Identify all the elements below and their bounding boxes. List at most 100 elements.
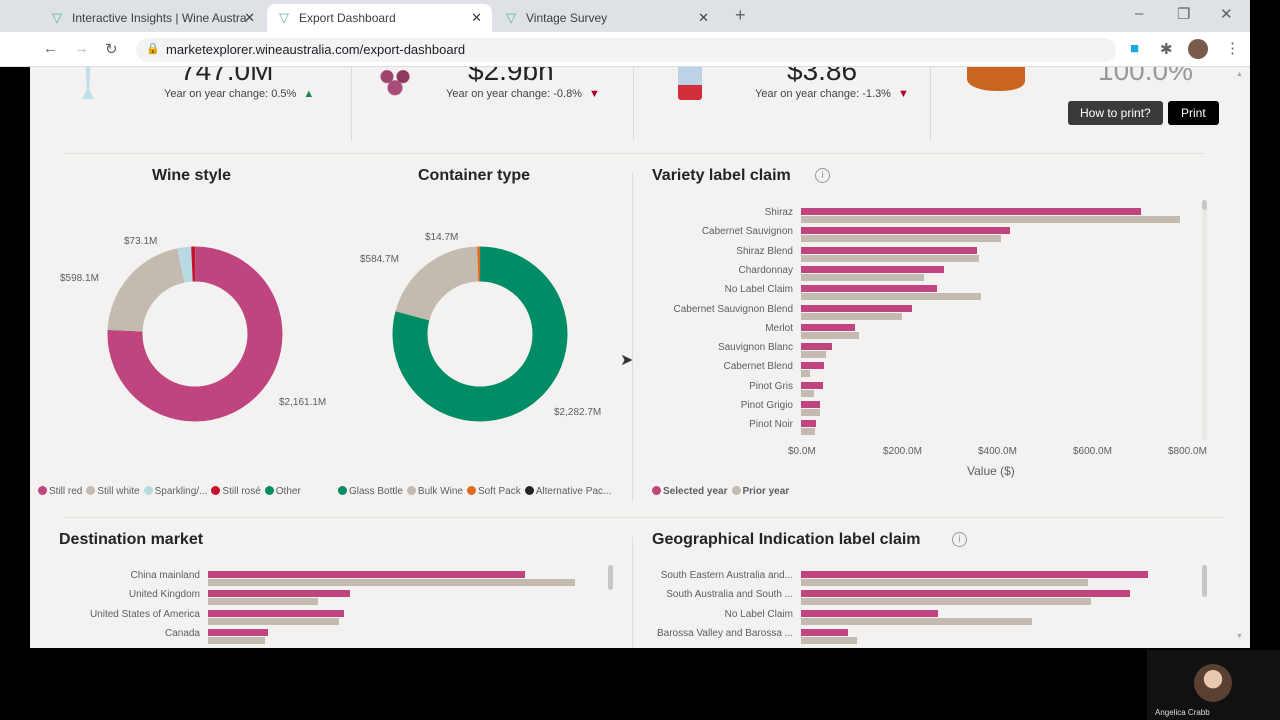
selected-year-bar[interactable] [801, 323, 856, 331]
selected-year-bar[interactable] [801, 590, 1130, 598]
x-tick-label: $0.0M [788, 446, 816, 457]
tab-export-dashboard[interactable]: ▽ Export Dashboard ✕ [267, 4, 492, 32]
forward-icon[interactable]: → [74, 40, 89, 57]
close-window-icon[interactable]: ✕ [1220, 6, 1233, 23]
close-tab-icon[interactable]: ✕ [244, 10, 255, 25]
category-label: Cabernet Sauvignon [701, 226, 793, 238]
selected-year-bar[interactable] [801, 227, 1010, 235]
info-icon[interactable]: i [952, 532, 967, 547]
how-to-print-button[interactable]: How to print? [1068, 101, 1163, 125]
legend-item[interactable]: Other [264, 486, 301, 497]
variety-label-claim-title: Variety label claim [652, 167, 791, 184]
legend-item[interactable]: Still white [86, 486, 140, 497]
divider [64, 153, 1204, 154]
legend-item[interactable]: Prior year [731, 486, 789, 497]
selected-year-bar[interactable] [801, 246, 978, 254]
prior-year-bar[interactable] [801, 254, 980, 262]
legend-item[interactable]: Sparkling/... [143, 486, 207, 497]
prior-year-bar[interactable] [801, 216, 1181, 223]
category-label: Shiraz Blend [736, 245, 793, 257]
selected-year-bar[interactable] [801, 304, 913, 312]
selected-year-bar[interactable] [801, 285, 937, 293]
legend-item[interactable]: Soft Pack [466, 486, 521, 497]
selected-year-bar[interactable] [208, 628, 268, 636]
close-tab-icon[interactable]: ✕ [471, 10, 482, 25]
close-tab-icon[interactable]: ✕ [698, 10, 709, 25]
selected-year-bar[interactable] [801, 401, 820, 408]
prior-year-bar[interactable] [801, 370, 811, 378]
donut-slice-soft-pack[interactable] [392, 246, 568, 422]
legend-item[interactable]: Alternative Pac... [524, 486, 611, 497]
up-arrow-icon: ▲ [303, 88, 315, 100]
prior-year-bar[interactable] [801, 293, 982, 301]
wine-australia-icon: ▽ [279, 10, 289, 25]
tab-interactive-insights[interactable]: ▽ Interactive Insights | Wine Austra ✕ [52, 10, 255, 25]
scrollbar[interactable] [608, 565, 613, 590]
prior-year-bar[interactable] [801, 389, 814, 397]
category-label: No Label Claim [724, 284, 793, 296]
prior-year-bar[interactable] [801, 235, 1001, 243]
tab-vintage-survey[interactable]: ▽ Vintage Survey ✕ [506, 10, 709, 25]
scroll-up-icon[interactable]: ▲ [1236, 71, 1243, 78]
print-button[interactable]: Print [1168, 101, 1219, 125]
scrollbar[interactable] [1202, 565, 1207, 597]
prior-year-bar[interactable] [208, 636, 265, 644]
new-tab-icon[interactable]: + [735, 5, 746, 25]
selected-year-bar[interactable] [801, 265, 944, 273]
kpi-value-value: $2.9bn [468, 67, 554, 86]
prior-year-bar[interactable] [801, 273, 925, 281]
legend-item[interactable]: Bulk Wine [406, 486, 463, 497]
donut-slice-glass-bottle[interactable] [392, 246, 568, 422]
selected-year-bar[interactable] [801, 381, 823, 389]
prior-year-bar[interactable] [801, 351, 827, 359]
prior-year-bar[interactable] [801, 617, 1032, 625]
legend-item[interactable]: Still red [38, 486, 82, 497]
divider [632, 537, 633, 648]
legend-item[interactable]: Glass Bottle [338, 486, 403, 497]
donut-slice-still-ros-[interactable] [107, 246, 283, 422]
info-icon[interactable]: i [815, 168, 830, 183]
scrollbar[interactable] [1202, 200, 1207, 440]
extensions-puzzle-icon[interactable]: ✱ [1160, 41, 1173, 58]
australia-map-icon [967, 67, 1025, 91]
selected-year-bar[interactable] [801, 208, 1142, 215]
divider [930, 67, 931, 141]
prior-year-bar[interactable] [208, 579, 575, 586]
selected-year-bar[interactable] [801, 571, 1148, 578]
prior-year-bar[interactable] [801, 409, 820, 416]
selected-year-bar[interactable] [208, 571, 525, 578]
selected-year-bar[interactable] [208, 590, 350, 598]
prior-year-bar[interactable] [208, 598, 318, 606]
address-bar[interactable]: 🔒 marketexplorer.wineaustralia.com/export… [136, 38, 1116, 62]
prior-year-bar[interactable] [801, 312, 903, 320]
prior-year-bar[interactable] [801, 428, 815, 436]
prior-year-bar[interactable] [801, 331, 859, 339]
selected-year-bar[interactable] [801, 420, 817, 428]
kpi-share-value: 100.0% [1098, 67, 1193, 86]
legend-item[interactable]: Still rosé [211, 486, 261, 497]
category-label: Cabernet Sauvignon Blend [673, 303, 793, 315]
selected-year-bar[interactable] [801, 609, 938, 617]
menu-kebab-icon[interactable]: ⋮ [1225, 40, 1240, 57]
reload-icon[interactable]: ↻ [105, 41, 118, 58]
windows-extension-icon[interactable]: ■ [1130, 40, 1140, 57]
category-label: Pinot Noir [749, 419, 793, 431]
grapes-icon [375, 67, 415, 99]
selected-year-bar[interactable] [801, 628, 848, 636]
back-icon[interactable]: ← [43, 40, 58, 57]
prior-year-bar[interactable] [801, 579, 1088, 586]
prior-year-bar[interactable] [801, 636, 857, 644]
selected-year-bar[interactable] [208, 609, 344, 617]
category-label: Barossa Valley and Barossa ... [657, 627, 793, 639]
prior-year-bar[interactable] [208, 617, 339, 625]
donut-slice-still-red[interactable] [107, 246, 283, 422]
prior-year-bar[interactable] [801, 598, 1091, 606]
minimize-icon[interactable]: – [1135, 5, 1144, 22]
selected-year-bar[interactable] [801, 362, 824, 370]
profile-avatar[interactable] [1188, 39, 1208, 59]
restore-icon[interactable]: ❐ [1177, 6, 1191, 23]
legend-item[interactable]: Selected year [652, 486, 728, 497]
down-arrow-icon: ▼ [898, 88, 909, 100]
scroll-down-icon[interactable]: ▼ [1236, 633, 1243, 640]
selected-year-bar[interactable] [801, 343, 832, 351]
